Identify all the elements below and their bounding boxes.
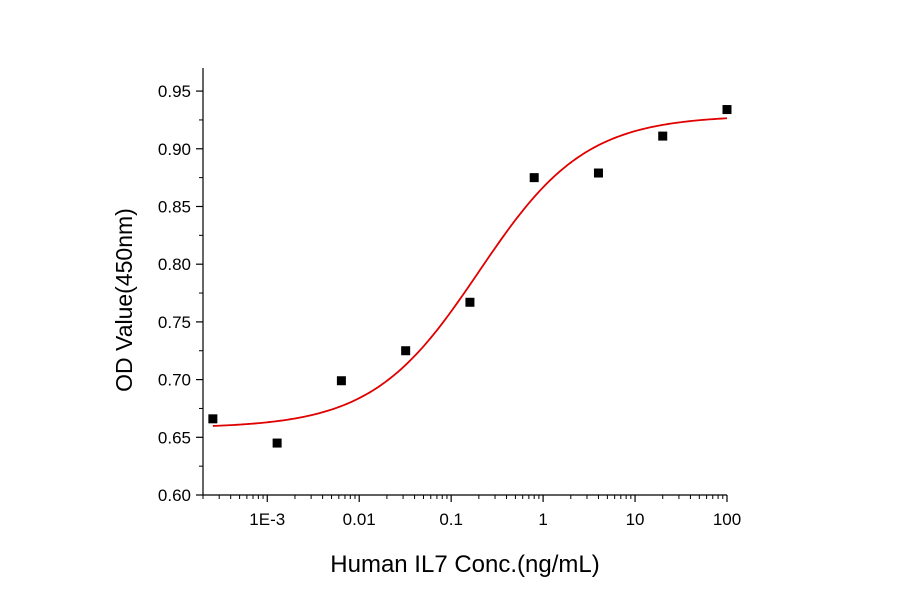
x-axis-label: Human IL7 Conc.(ng/mL) <box>330 551 599 578</box>
x-tick-label: 10 <box>626 510 645 529</box>
y-tick-label: 0.80 <box>158 255 191 274</box>
data-point <box>529 173 539 183</box>
y-axis-label: OD Value(450nm) <box>111 208 137 392</box>
y-tick-label: 0.90 <box>158 140 191 159</box>
x-tick-label: 100 <box>713 510 741 529</box>
data-point <box>722 105 732 115</box>
axes <box>202 68 727 496</box>
data-point <box>336 376 346 386</box>
x-tick-label: 1E-3 <box>249 510 285 529</box>
data-points-layer <box>208 105 732 448</box>
y-tick-label: 0.85 <box>158 197 191 216</box>
y-tick-label: 0.65 <box>158 428 191 447</box>
fit-curve-layer <box>212 117 728 427</box>
x-tick-label: 0.01 <box>343 510 376 529</box>
y-tick-label: 0.75 <box>158 313 191 332</box>
x-tick-label: 0.1 <box>439 510 463 529</box>
data-point <box>658 131 668 141</box>
x-ticks: 1E-3 0.01 0.1 1 10 100 <box>202 495 741 529</box>
x-tick-label: 1 <box>538 510 547 529</box>
y-tick-label: 0.60 <box>158 486 191 505</box>
data-point <box>593 168 603 178</box>
y-tick-label: 0.70 <box>158 371 191 390</box>
data-point <box>465 297 475 307</box>
data-point <box>401 346 411 356</box>
data-point <box>208 414 218 424</box>
y-ticks: 0.60 0.65 0.70 0.75 0.80 0.85 0.90 0.95 <box>158 82 203 505</box>
data-point <box>272 438 282 448</box>
fit-curve <box>212 117 728 427</box>
y-tick-label: 0.95 <box>158 82 191 101</box>
